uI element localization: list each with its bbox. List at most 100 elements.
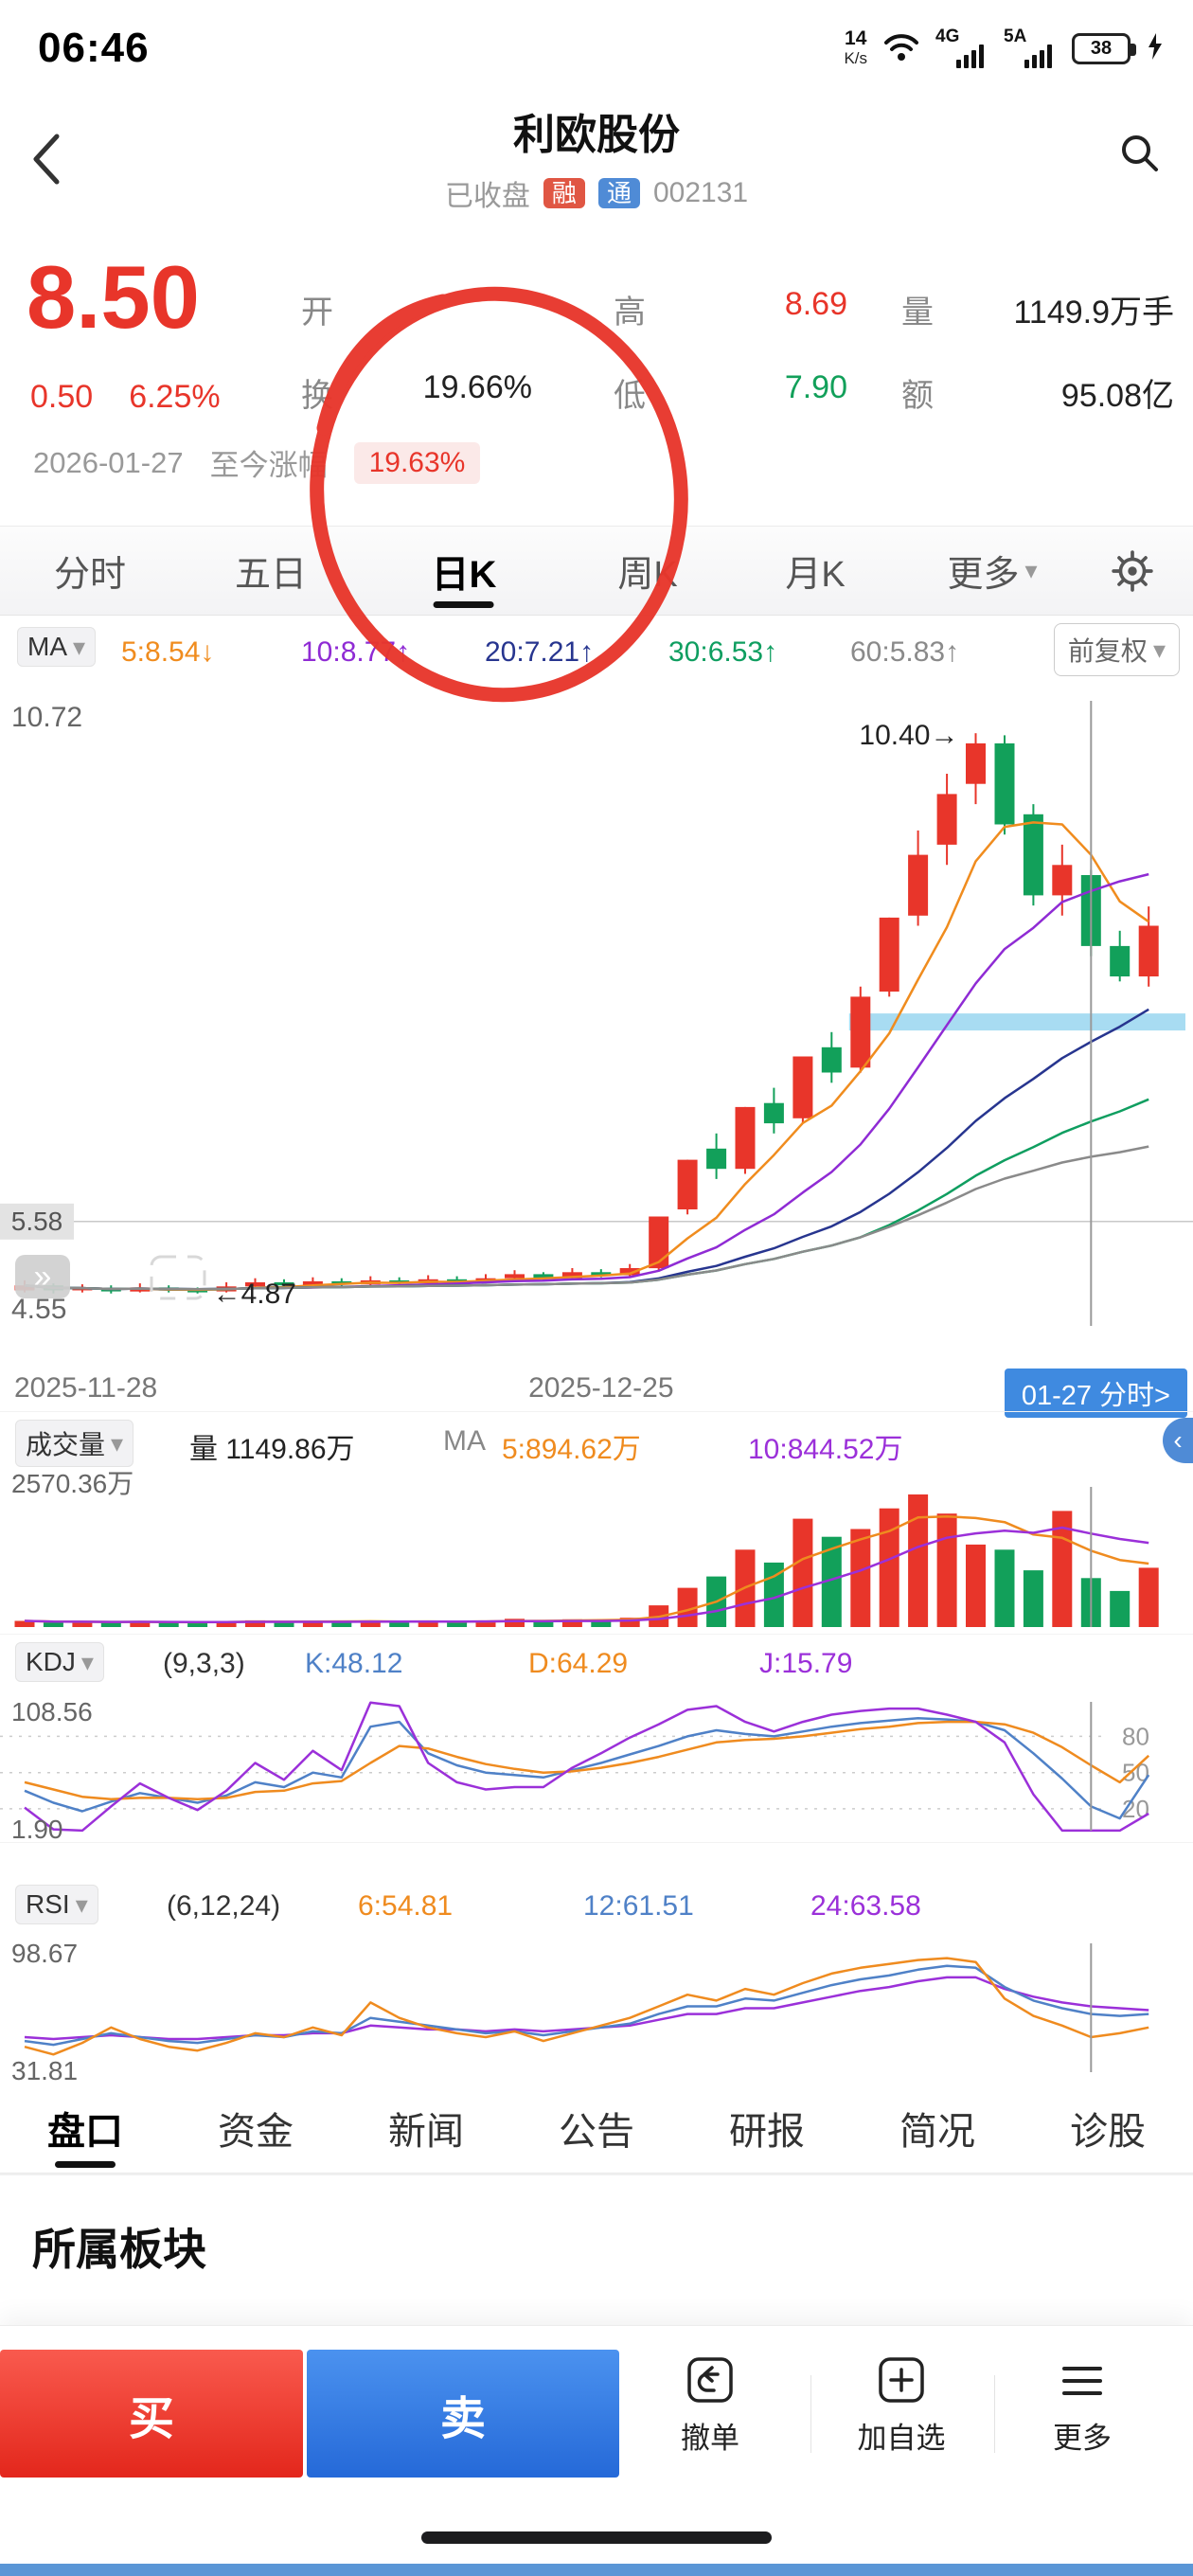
- margin-badge: 融: [543, 178, 585, 208]
- range-start-date: 2026-01-27: [33, 445, 184, 479]
- tab-funds[interactable]: 资金: [218, 2111, 294, 2153]
- network-speed-unit: K/s: [844, 49, 867, 67]
- x-axis-label: 2025-11-28: [14, 1372, 158, 1404]
- daily-candlestick-chart[interactable]: 10.72 4.55 10.40→ ←4.87 5.58 »: [0, 687, 1193, 1368]
- tab-order-book[interactable]: 盘口: [0, 2084, 170, 2173]
- svg-text:1.90: 1.90: [11, 1815, 63, 1842]
- adjust-mode-label: 前复权: [1067, 636, 1148, 666]
- search-icon: [1122, 135, 1158, 171]
- buy-button[interactable]: 买: [0, 2350, 303, 2478]
- wifi-icon: [882, 30, 920, 67]
- signal-bars-icon: [1024, 45, 1052, 68]
- rsi24-value: 24:63.58: [810, 1890, 921, 1922]
- volume-ma5: 5:894.62万: [502, 1434, 641, 1465]
- high-label: 高: [614, 295, 646, 331]
- cancel-order-icon: [687, 2357, 733, 2403]
- add-plus-icon: [879, 2357, 924, 2403]
- battery-percent: 38: [1090, 37, 1113, 59]
- volume-indicator-label: 成交量: [26, 1430, 106, 1459]
- header: 利欧股份 已收盘 融 通 002131: [0, 85, 1193, 237]
- volume-current: 量 1149.86万: [189, 1434, 355, 1465]
- kdj-indicator-label: KDJ: [26, 1647, 76, 1676]
- tab-profile[interactable]: 简况: [899, 2111, 975, 2153]
- header-center: 利欧股份 已收盘 融 通 002131: [0, 100, 1193, 214]
- svg-text:80: 80: [1122, 1722, 1149, 1750]
- svg-text:10.40→: 10.40→: [859, 720, 958, 751]
- cancel-order-label: 撤单: [681, 2422, 739, 2455]
- tab-diagnose[interactable]: 诊股: [1070, 2111, 1146, 2153]
- network-speed: 14 K/s: [844, 28, 867, 68]
- rsi-indicator-selector[interactable]: RSI: [15, 1885, 98, 1924]
- tab-notices[interactable]: 公告: [559, 2111, 634, 2153]
- collapse-panel-handle[interactable]: [1163, 1418, 1193, 1463]
- chevron-down-icon: [1024, 556, 1037, 585]
- connect-badge: 通: [597, 178, 640, 208]
- cancel-order-button[interactable]: 撤单: [634, 2354, 786, 2478]
- rsi12-value: 12:61.51: [583, 1890, 694, 1922]
- chevron-down-icon: [111, 1429, 123, 1458]
- more-actions-button[interactable]: 更多: [1006, 2354, 1158, 2478]
- volume-ma10: 10:844.52万: [748, 1434, 903, 1465]
- volume-chart[interactable]: 2570.36万: [0, 1468, 1193, 1634]
- kdj-indicator-selector[interactable]: KDJ: [15, 1642, 104, 1682]
- period-tab-bar: 分时 五日 日K 周K 月K 更多: [0, 526, 1193, 616]
- divider: [994, 2375, 995, 2453]
- home-indicator[interactable]: [421, 2531, 772, 2544]
- sim2-network-type: 5A: [1004, 27, 1027, 46]
- rsi-params: (6,12,24): [167, 1890, 281, 1922]
- low-value: 7.90: [784, 369, 847, 405]
- back-button[interactable]: [27, 125, 87, 193]
- add-watchlist-button[interactable]: 加自选: [826, 2354, 977, 2478]
- amount-label: 额: [901, 378, 934, 414]
- volume-ma-label: MA: [443, 1425, 486, 1457]
- tab-news[interactable]: 新闻: [388, 2111, 464, 2153]
- rsi-header: RSI (6,12,24) 6:54.81 12:61.51 24:63.58: [0, 1842, 1193, 1932]
- svg-text:31.81: 31.81: [11, 2056, 78, 2084]
- price-change: 0.50 6.25%: [30, 379, 221, 416]
- chevron-down-icon: [1153, 635, 1166, 665]
- ma-selector[interactable]: MA: [17, 627, 97, 667]
- ma5-value: 5:8.54↓: [121, 636, 215, 668]
- chart-settings-button[interactable]: [1111, 549, 1154, 598]
- tab-research[interactable]: 研报: [729, 2111, 805, 2153]
- tab-5day[interactable]: 五日: [234, 555, 308, 595]
- svg-text:50: 50: [1122, 1759, 1149, 1787]
- sim1-network-type: 4G: [935, 27, 960, 46]
- range-gain-row[interactable]: 2026-01-27 至今涨幅 19.63%: [33, 441, 481, 484]
- tab-daily-k[interactable]: 日K: [432, 527, 497, 615]
- divider: [810, 2375, 811, 2453]
- volume-header: 成交量 量 1149.86万 MA 5:894.62万 10:844.52万: [0, 1411, 1193, 1468]
- kdj-params: (9,3,3): [163, 1648, 245, 1679]
- network-speed-value: 14: [845, 27, 867, 49]
- rsi6-value: 6:54.81: [358, 1890, 454, 1922]
- tab-more[interactable]: 更多: [947, 527, 1037, 615]
- ma20-value: 20:7.21↑: [485, 636, 595, 668]
- cellular-signal-sim1: 4G: [935, 27, 988, 70]
- ma-legend-row: MA 5:8.54↓ 10:8.77↑ 20:7.21↑ 30:6.53↑ 60…: [0, 616, 1193, 687]
- chevron-down-icon: [73, 633, 85, 662]
- tab-minute[interactable]: 分时: [53, 555, 127, 595]
- kdj-d-value: D:64.29: [528, 1648, 629, 1679]
- open-label: 开: [301, 295, 333, 331]
- goto-intraday-badge[interactable]: 01-27 分时>: [1004, 1368, 1187, 1418]
- kdj-k-value: K:48.12: [305, 1648, 403, 1679]
- more-actions-label: 更多: [1053, 2422, 1112, 2455]
- battery-indicator: 38: [1072, 32, 1136, 64]
- quote-panel: 8.50 0.50 6.25% 开 高 8.69 量 1149.9万手 换 19…: [0, 237, 1193, 526]
- next-section-peek: [0, 2564, 1193, 2576]
- tab-monthly-k[interactable]: 月K: [785, 555, 846, 595]
- search-button[interactable]: [1117, 131, 1161, 179]
- add-watchlist-label: 加自选: [857, 2422, 946, 2455]
- rsi-chart[interactable]: 98.67 31.81: [0, 1932, 1193, 2084]
- hamburger-menu-icon: [1062, 2367, 1102, 2395]
- range-gain-label: 至今涨幅: [209, 449, 328, 482]
- tab-weekly-k[interactable]: 周K: [617, 555, 678, 595]
- svg-text:108.56: 108.56: [11, 1697, 93, 1726]
- adjust-mode-selector[interactable]: 前复权: [1053, 623, 1180, 676]
- volume-label: 量: [901, 295, 934, 331]
- volume-indicator-selector[interactable]: 成交量: [15, 1420, 134, 1467]
- sell-button[interactable]: 卖: [307, 2350, 619, 2478]
- power-saving-icon: [1146, 31, 1165, 66]
- header-subtitle: 已收盘 融 通 002131: [0, 172, 1193, 214]
